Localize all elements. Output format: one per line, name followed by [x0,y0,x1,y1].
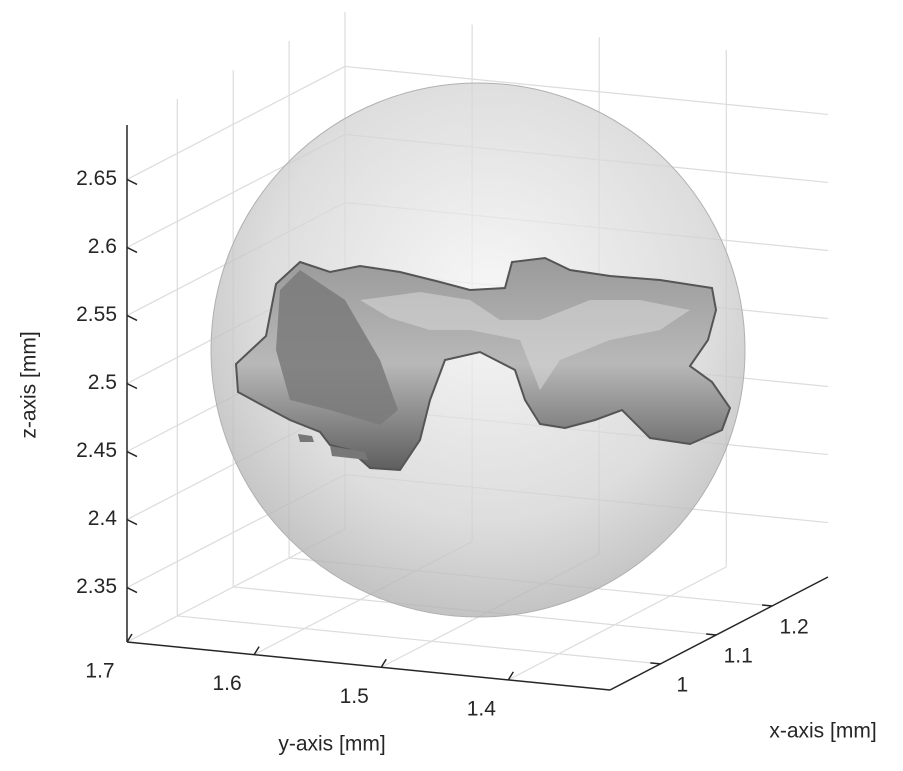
z-tick [127,315,137,320]
x-tick-label: 1.1 [724,644,753,667]
chart: 2.35 2.4 2.45 2.5 2.55 2.6 2.65 1.7 1.6 1.5 1.4 1 1.… [0,0,903,766]
z-tick [127,384,137,389]
y-axis-label: y-axis [mm] [278,733,385,756]
y-tick-label: 1.5 [340,685,369,708]
y-axis-line [127,642,610,690]
z-tick-label: 2.65 [76,167,117,190]
y-tick-label: 1.6 [213,672,242,695]
z-tick [127,452,137,457]
z-tick-label: 2.45 [76,439,117,462]
z-tick [127,247,137,252]
z-tick-label: 2.5 [88,371,117,394]
grid-line [177,616,660,664]
x-tick [762,605,772,606]
z-axis-label: z-axis [mm] [18,331,41,438]
x-tick-label: 1.2 [780,616,809,639]
x-tick [706,634,716,635]
z-tick [127,520,137,525]
z-tick-label: 2.55 [76,303,117,326]
y-tick-label: 1.7 [85,660,114,683]
plot-body [211,83,745,617]
x-axis-label: x-axis [mm] [769,720,876,743]
y-tick-label: 1.4 [467,697,497,720]
z-tick-label: 2.35 [76,575,117,598]
z-tick-label: 2.4 [88,507,118,530]
z-tick-label: 2.6 [88,235,117,258]
z-tick [127,588,137,593]
x-tick [650,663,660,664]
z-tick [127,179,137,184]
x-tick-label: 1 [676,673,688,696]
